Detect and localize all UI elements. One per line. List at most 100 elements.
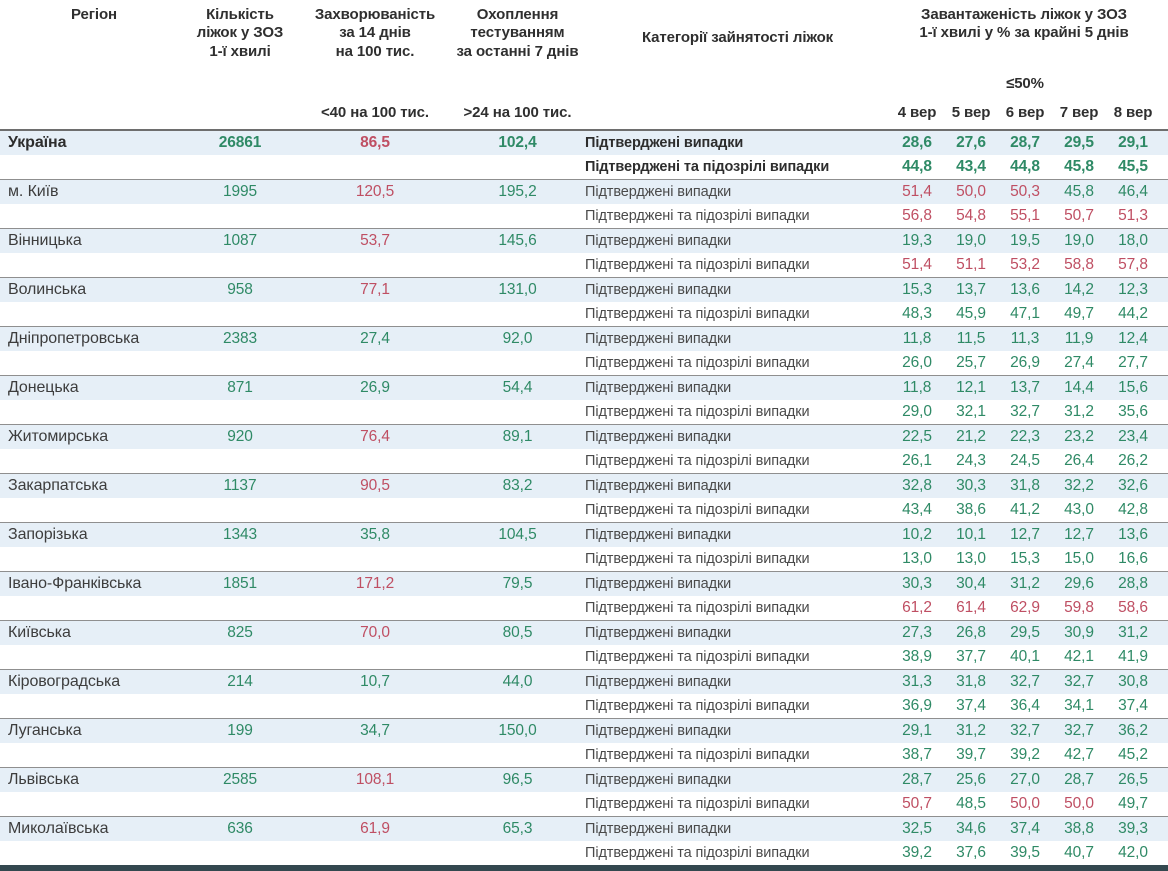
occupancy-value: 11,8 xyxy=(902,330,932,347)
occupancy-value: 29,5 xyxy=(1064,134,1094,151)
occupancy-value: 53,2 xyxy=(1010,256,1040,273)
column-header-bed-categories: Категорії зайнятості ліжок xyxy=(641,28,834,46)
occupancy-value: 12,4 xyxy=(1118,330,1148,347)
category-label: Підтверджені випадки xyxy=(585,576,732,592)
incidence-value: 76,4 xyxy=(360,428,390,445)
occupancy-value: 43,0 xyxy=(1064,501,1094,518)
region-name: Волинська xyxy=(8,281,87,298)
occupancy-value: 36,9 xyxy=(902,697,932,714)
testing-value: 145,6 xyxy=(498,232,537,249)
testing-value: 92,0 xyxy=(502,330,533,347)
occupancy-value: 41,2 xyxy=(1010,501,1040,518)
occupancy-value: 50,0 xyxy=(956,183,986,200)
region-name: Житомирська xyxy=(8,428,109,445)
occupancy-value: 28,8 xyxy=(1118,575,1148,592)
testing-value: 131,0 xyxy=(498,281,537,298)
testing-value: 79,5 xyxy=(502,575,533,592)
table-row: Кіровоградська 214 10,7 44,0 Підтверджені ви… xyxy=(0,669,1168,718)
occupancy-value: 28,6 xyxy=(902,134,932,151)
occupancy-value: 37,4 xyxy=(956,697,986,714)
row-line-confirmed-suspected: Підтверджені та підозрілі випадки 39,2 37,… xyxy=(0,841,1168,865)
occupancy-value: 29,1 xyxy=(902,722,932,739)
table-row: Івано-Франківська 1851 171,2 79,5 Підтвердже… xyxy=(0,571,1168,620)
occupancy-value: 50,7 xyxy=(902,795,932,812)
occupancy-value: 32,5 xyxy=(902,820,932,837)
category-label: Підтверджені випадки xyxy=(585,429,732,445)
testing-value: 96,5 xyxy=(502,771,533,788)
occupancy-value: 37,6 xyxy=(956,844,986,861)
occupancy-value: 36,2 xyxy=(1118,722,1148,739)
category-label: Підтверджені та підозрілі випадки xyxy=(585,159,830,175)
testing-value: 65,3 xyxy=(502,820,533,837)
occupancy-value: 26,5 xyxy=(1118,771,1148,788)
occupancy-value: 29,0 xyxy=(902,403,932,420)
category-label: Підтверджені та підозрілі випадки xyxy=(585,796,810,812)
column-header-occupancy: Завантаженість ліжок у ЗОЗ 1-ї хвилі у %… xyxy=(919,6,1129,42)
table-row: Закарпатська 1137 90,5 83,2 Підтверджені вип… xyxy=(0,473,1168,522)
occupancy-value: 26,4 xyxy=(1064,452,1094,469)
table-row: Донецька 871 26,9 54,4 Підтверджені випадки 1… xyxy=(0,375,1168,424)
occupancy-value: 12,7 xyxy=(1010,526,1040,543)
occupancy-value: 25,7 xyxy=(956,354,986,371)
occupancy-value: 18,0 xyxy=(1118,232,1148,249)
category-label: Підтверджені та підозрілі випадки xyxy=(585,404,810,420)
category-label: Підтверджені та підозрілі випадки xyxy=(585,502,810,518)
row-line-confirmed-suspected: Підтверджені та підозрілі випадки 43,4 38,… xyxy=(0,498,1168,522)
region-name: Львівська xyxy=(8,771,79,788)
occupancy-value: 57,8 xyxy=(1118,256,1148,273)
category-label: Підтверджені випадки xyxy=(585,380,732,396)
row-line-confirmed-suspected: Підтверджені та підозрілі випадки 50,7 48,… xyxy=(0,792,1168,816)
category-label: Підтверджені та підозрілі випадки xyxy=(585,600,810,616)
occupancy-value: 32,7 xyxy=(1010,722,1040,739)
beds-value: 26861 xyxy=(218,134,262,151)
occupancy-value: 45,8 xyxy=(1064,158,1094,175)
occupancy-value: 32,8 xyxy=(902,477,932,494)
occupancy-value: 42,8 xyxy=(1118,501,1148,518)
occupancy-value: 35,6 xyxy=(1118,403,1148,420)
testing-threshold-label: >24 на 100 тис. xyxy=(463,103,572,121)
occupancy-value: 50,0 xyxy=(1010,795,1040,812)
occupancy-value: 39,3 xyxy=(1118,820,1148,837)
region-name: Кіровоградська xyxy=(8,673,121,690)
occupancy-value: 47,1 xyxy=(1010,305,1040,322)
table-row: Україна 26861 86,5 102,4 Підтверджені випадк… xyxy=(0,131,1168,179)
category-label: Підтверджені та підозрілі випадки xyxy=(585,453,810,469)
occupancy-value: 39,2 xyxy=(902,844,932,861)
testing-value: 89,1 xyxy=(502,428,533,445)
table-bottom-border xyxy=(0,865,1168,871)
testing-value: 195,2 xyxy=(498,183,537,200)
occupancy-value: 37,4 xyxy=(1118,697,1148,714)
occupancy-value: 61,4 xyxy=(956,599,986,616)
beds-value: 920 xyxy=(227,428,253,445)
incidence-threshold-label: <40 на 100 тис. xyxy=(321,103,429,121)
occupancy-value: 30,8 xyxy=(1118,673,1148,690)
beds-value: 1137 xyxy=(223,477,257,494)
table-row: Київська 825 70,0 80,5 Підтверджені випадки 2… xyxy=(0,620,1168,669)
region-name: м. Київ xyxy=(8,183,59,200)
row-line-confirmed-suspected: Підтверджені та підозрілі випадки 36,9 37,… xyxy=(0,694,1168,718)
occupancy-value: 31,8 xyxy=(956,673,986,690)
occupancy-value: 37,7 xyxy=(956,648,986,665)
region-name: Луганська xyxy=(8,722,82,739)
row-line-confirmed: Миколаївська 636 61,9 65,3 Підтверджені випа… xyxy=(0,817,1168,841)
table-row: Житомирська 920 76,4 89,1 Підтверджені випад… xyxy=(0,424,1168,473)
incidence-value: 108,1 xyxy=(355,771,395,788)
occupancy-value: 26,1 xyxy=(902,452,932,469)
occupancy-value: 23,4 xyxy=(1118,428,1148,445)
row-line-confirmed-suspected: Підтверджені та підозрілі випадки 38,9 37,… xyxy=(0,645,1168,669)
occupancy-value: 51,4 xyxy=(902,183,932,200)
row-line-confirmed-suspected: Підтверджені та підозрілі випадки 13,0 13,… xyxy=(0,547,1168,571)
occupancy-value: 26,2 xyxy=(1118,452,1148,469)
occupancy-value: 15,0 xyxy=(1064,550,1094,567)
occupancy-value: 15,3 xyxy=(1010,550,1040,567)
beds-value: 825 xyxy=(227,624,253,641)
occupancy-value: 30,3 xyxy=(956,477,986,494)
category-label: Підтверджені випадки xyxy=(585,772,732,788)
occupancy-value: 45,5 xyxy=(1118,158,1148,175)
row-line-confirmed: Івано-Франківська 1851 171,2 79,5 Підтвердже… xyxy=(0,572,1168,596)
testing-value: 150,0 xyxy=(498,722,537,739)
occupancy-value: 30,4 xyxy=(956,575,986,592)
occupancy-value: 19,5 xyxy=(1010,232,1040,249)
column-header-beds: Кількість ліжок у ЗОЗ 1-ї хвилі xyxy=(196,6,284,60)
category-label: Підтверджені випадки xyxy=(585,821,732,837)
